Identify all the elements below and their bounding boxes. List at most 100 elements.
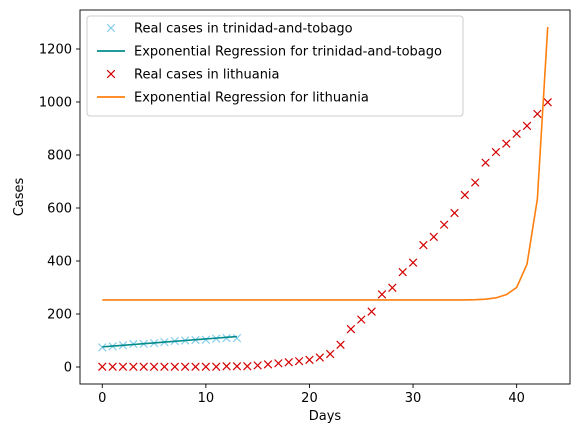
series-2-point-41-stroke-b	[522, 121, 532, 131]
series-2-point-11	[212, 362, 221, 371]
series-3	[102, 26, 549, 301]
series-2-point-20-stroke-b	[305, 355, 314, 365]
series-2-point-16-stroke-b	[263, 360, 273, 369]
series-2-point-38	[491, 147, 501, 157]
series-2-point-36	[470, 178, 480, 187]
series-2-point-10	[201, 362, 211, 371]
series-2-point-30	[408, 258, 418, 267]
plot-area	[98, 26, 552, 371]
series-1-line	[102, 335, 238, 348]
series-2-point-33	[439, 220, 449, 229]
series-2-point-19-stroke-b	[294, 356, 304, 366]
x-axis-label: Days	[309, 409, 342, 424]
series-2-point-6-stroke-b	[160, 362, 169, 371]
series-2-point-28-stroke-b	[388, 283, 397, 292]
series-2-point-6	[160, 362, 169, 371]
series-0-point-13-stroke-b	[232, 333, 242, 343]
series-1	[102, 335, 238, 348]
series-2-point-35-stroke-b	[460, 190, 470, 200]
series-2-point-25-stroke-b	[357, 315, 366, 324]
series-2-point-40	[512, 129, 521, 139]
series-2-point-32	[429, 232, 438, 242]
x-tick-label-1: 10	[198, 391, 215, 406]
series-2-point-43	[543, 98, 552, 107]
series-0-point-13	[232, 333, 242, 343]
series-2	[98, 98, 552, 371]
legend-entry-1: Exponential Regression for trinidad-and-…	[97, 45, 442, 60]
legend-box	[86, 15, 464, 117]
series-2-point-36-stroke-b	[470, 178, 480, 187]
x-tick-label-4: 40	[508, 391, 525, 406]
series-2-point-5	[149, 362, 159, 371]
y-tick-label-0: 0	[64, 361, 72, 376]
series-2-point-8-stroke-b	[180, 362, 190, 371]
series-2-point-16	[263, 360, 273, 369]
legend-label-0: Real cases in trinidad-and-tobago	[134, 22, 353, 37]
y-tick-label-6: 1200	[39, 42, 72, 57]
legend-label-3: Exponential Regression for lithuania	[134, 91, 369, 106]
legend-entry-2: Real cases in lithuania	[106, 68, 280, 83]
series-2-point-17-stroke-b	[274, 359, 283, 368]
series-2-point-26	[367, 307, 376, 316]
legend-entry-0: Real cases in trinidad-and-tobago	[106, 22, 353, 37]
series-2-point-0	[98, 362, 107, 371]
legend-label-1: Exponential Regression for trinidad-and-…	[134, 45, 442, 60]
series-2-point-35	[460, 190, 470, 200]
legend-marker-0	[106, 23, 116, 33]
y-tick-label-5: 1000	[39, 95, 72, 110]
legend-marker-2	[106, 69, 116, 79]
series-2-point-10-stroke-b	[201, 362, 211, 371]
series-2-point-22-stroke-b	[325, 349, 335, 359]
series-3-line	[102, 26, 549, 301]
series-2-point-1	[108, 362, 117, 371]
series-2-point-32-stroke-b	[429, 232, 438, 242]
series-2-point-23	[336, 340, 345, 349]
series-2-point-8	[180, 362, 190, 371]
legend-marker-0-stroke-b	[106, 23, 116, 33]
series-2-point-9	[191, 362, 200, 371]
series-2-point-17	[274, 359, 283, 368]
series-2-point-29-stroke-b	[398, 267, 407, 277]
legend-label-2: Real cases in lithuania	[134, 68, 280, 83]
series-2-point-9-stroke-b	[191, 362, 200, 371]
series-2-point-12	[222, 361, 231, 371]
x-tick-label-2: 20	[301, 391, 318, 406]
series-2-point-15-stroke-b	[253, 361, 262, 370]
series-2-point-0-stroke-b	[98, 362, 107, 371]
series-2-point-5-stroke-b	[149, 362, 159, 371]
legend-entry-3: Exponential Regression for lithuania	[97, 91, 369, 106]
series-2-point-21	[315, 353, 325, 362]
series-2-point-27-stroke-b	[377, 290, 387, 299]
series-2-point-14	[243, 361, 252, 371]
series-2-point-19	[294, 356, 304, 366]
y-tick-label-1: 200	[47, 308, 72, 323]
series-2-point-13-stroke-b	[232, 361, 242, 371]
series-2-point-28	[388, 283, 397, 292]
series-2-point-42-stroke-b	[533, 109, 542, 119]
series-2-point-39-stroke-b	[502, 139, 511, 148]
series-2-point-2	[118, 362, 128, 371]
y-axis-label: Cases	[12, 177, 27, 216]
series-2-point-40-stroke-b	[512, 129, 521, 139]
legend: Real cases in trinidad-and-tobago Exponen…	[86, 15, 464, 117]
series-2-point-4-stroke-b	[139, 362, 148, 371]
y-tick-label-2: 400	[47, 255, 72, 270]
series-2-point-11-stroke-b	[212, 362, 221, 371]
series-2-point-7	[170, 362, 180, 371]
series-2-point-7-stroke-b	[170, 362, 180, 371]
series-2-point-33-stroke-b	[439, 220, 449, 229]
series-2-point-3-stroke-b	[129, 362, 138, 371]
series-2-point-4	[139, 362, 148, 371]
x-tick-label-0: 0	[98, 391, 106, 406]
series-2-point-37	[481, 158, 490, 167]
series-2-point-34	[450, 208, 459, 218]
series-2-point-13	[232, 361, 242, 371]
series-2-point-23-stroke-b	[336, 340, 345, 349]
plot-frame	[79, 9, 571, 385]
series-2-point-37-stroke-b	[481, 158, 490, 167]
series-2-point-27	[377, 290, 387, 299]
series-2-point-1-stroke-b	[108, 362, 117, 371]
